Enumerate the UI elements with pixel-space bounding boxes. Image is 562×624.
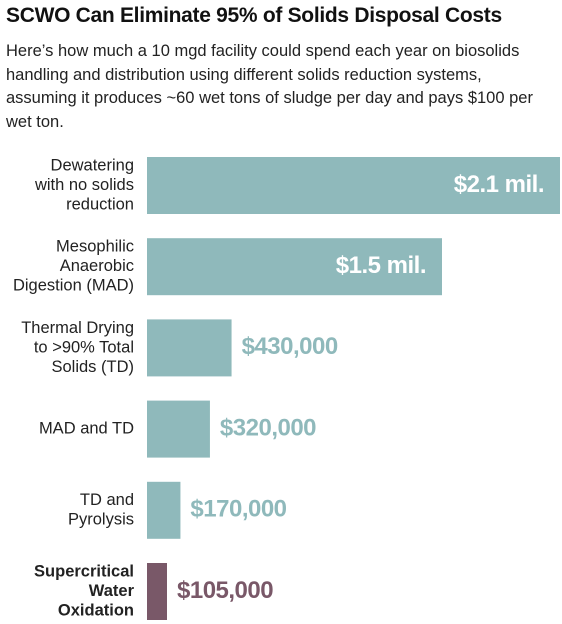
chart-title: SCWO Can Eliminate 95% of Solids Disposa… (6, 4, 502, 27)
data-label: $105,000 (177, 577, 273, 604)
bar (147, 400, 210, 458)
category-label-line: Supercritical (34, 562, 134, 580)
bar (147, 481, 181, 539)
data-label: $170,000 (190, 496, 286, 523)
category-label-line: Dewatering (51, 156, 134, 174)
category-label-line: Pyrolysis (68, 510, 134, 528)
bar (147, 238, 442, 296)
category-label-line: reduction (66, 195, 134, 213)
bar-group: Thermal Drying to >90% Total Solids (TD) $4… (21, 319, 338, 377)
category-label: Dewatering with no solids reduction (34, 156, 134, 213)
category-label: Supercritical Water Oxidation (34, 562, 135, 619)
bar-group: Supercritical Water Oxidation $105,000 (34, 562, 274, 620)
category-label: MAD and TD (39, 419, 134, 437)
bar-group: TD and Pyrolysis $170,000 (68, 481, 287, 539)
category-label-line: Water (89, 582, 135, 600)
bar (147, 563, 167, 620)
category-label-line: Oxidation (58, 601, 134, 619)
category-label-line: Mesophilic (56, 238, 134, 256)
data-label: $320,000 (220, 414, 316, 441)
category-label-line: MAD and TD (39, 419, 134, 437)
data-label: $2.1 mil. (454, 171, 544, 198)
category-label: Thermal Drying to >90% Total Solids (TD) (21, 319, 134, 376)
category-label-line: Digestion (MAD) (13, 277, 134, 295)
bar-group: MAD and TD $320,000 (39, 400, 317, 458)
category-label-line: to >90% Total (34, 338, 134, 356)
category-label-line: TD and (80, 491, 134, 509)
bar-group: Dewatering with no solids reduction $2.1 mi… (34, 156, 560, 214)
category-label: TD and Pyrolysis (68, 491, 134, 529)
data-label: $430,000 (242, 333, 338, 360)
category-label: Mesophilic Anaerobic Digestion (MAD) (13, 238, 134, 295)
bar-group: Mesophilic Anaerobic Digestion (MAD) $1.5 m… (13, 238, 442, 296)
bar (147, 157, 560, 214)
category-label-line: Solids (TD) (51, 358, 134, 376)
category-label-line: with no solids (34, 176, 134, 194)
category-label-line: Thermal Drying (21, 319, 134, 337)
chart-subtitle: Here’s how much a 10 mgd facility could … (6, 42, 533, 131)
bar (147, 319, 232, 377)
data-label: $1.5 mil. (336, 252, 426, 279)
category-label-line: Anaerobic (60, 257, 134, 275)
